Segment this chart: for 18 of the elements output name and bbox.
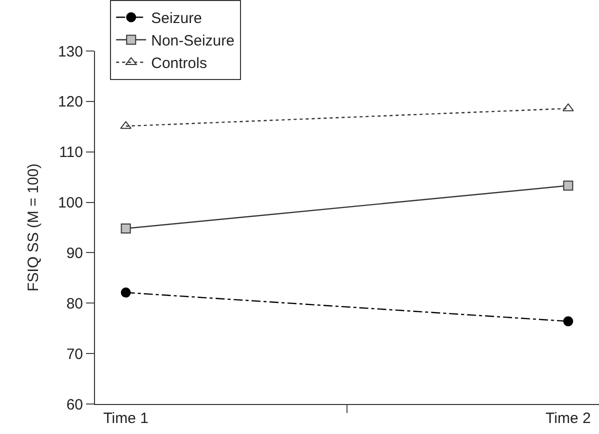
legend-label: Non-Seizure: [151, 32, 234, 50]
y-tick-label: 90: [66, 244, 83, 262]
y-tick-label: 70: [66, 346, 83, 363]
y-tick-label: 80: [66, 295, 83, 312]
y-tick-label: 130: [58, 43, 83, 60]
y-tick-label: 120: [58, 94, 83, 111]
y-tick-label: 110: [59, 144, 83, 162]
point: [120, 288, 131, 298]
point: [120, 224, 131, 234]
legend-label: Controls: [151, 55, 207, 72]
point: [563, 316, 574, 326]
legend-label: Seizure: [151, 10, 202, 28]
x-tick-label: Time 1: [103, 410, 148, 427]
y-tick-label: 100: [58, 194, 83, 212]
y-tick-label: 60: [66, 396, 83, 414]
x-tick-label: Time 2: [546, 410, 591, 427]
point: [563, 180, 574, 191]
y-axis-title: FSIQ SS (M = 100): [25, 164, 42, 292]
